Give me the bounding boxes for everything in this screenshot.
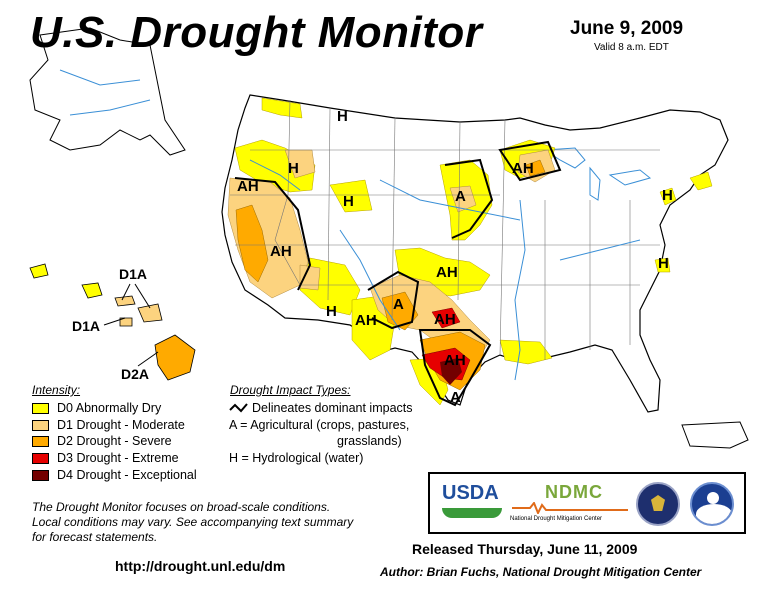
- usda-swoosh: [442, 508, 502, 518]
- swatch-d0: [32, 402, 49, 414]
- impact-label: AH: [444, 352, 466, 369]
- rivers: [249, 159, 641, 381]
- impact-agricultural-cont: grasslands): [337, 434, 402, 448]
- page-title: U.S. Drought Monitor: [30, 8, 483, 57]
- impact-label: A: [455, 188, 466, 205]
- author-credit: Author: Brian Fuchs, National Drought Mi…: [380, 565, 702, 579]
- d4-areas: [440, 358, 462, 385]
- legend-item-d4: D4 Drought - Exceptional: [32, 468, 197, 482]
- impact-delineates: Delineates dominant impacts: [252, 401, 413, 415]
- impact-label: H: [288, 160, 299, 177]
- great-lakes: [543, 147, 652, 201]
- legend-label: D0 Abnormally Dry: [57, 401, 162, 415]
- ndmc-name: National Drought Mitigation Center: [510, 516, 603, 522]
- legend-label: D1 Drought - Moderate: [57, 418, 185, 432]
- noaa-seal-icon: [690, 482, 734, 526]
- swatch-d2: [32, 435, 49, 447]
- impact-agricultural: A = Agricultural (crops, pastures,: [229, 418, 410, 432]
- hawaii-label: D1A: [119, 266, 148, 282]
- state-borders: [230, 99, 660, 360]
- note-line: The Drought Monitor focuses on broad-sca…: [32, 500, 331, 514]
- impact-hydrological: H = Hydrological (water): [229, 451, 364, 465]
- impact-label: H: [326, 303, 337, 320]
- legend-item-d2: D2 Drought - Severe: [32, 434, 172, 448]
- release-date: Released Thursday, June 11, 2009: [412, 541, 638, 557]
- legend-item-d0: D0 Abnormally Dry: [32, 401, 161, 415]
- impact-label: AH: [434, 311, 456, 328]
- usda-logo: USDA: [442, 482, 502, 524]
- ndmc-letters: NDMC: [545, 482, 603, 502]
- legend-label: D3 Drought - Extreme: [57, 451, 179, 465]
- puerto-rico: [681, 421, 749, 449]
- hawaii-label: D1A: [72, 318, 101, 334]
- impact-label: AH: [355, 312, 377, 329]
- impact-label: A: [450, 389, 461, 406]
- note-line: for forecast statements.: [32, 530, 158, 544]
- conus-land: [221, 94, 729, 413]
- legend-item-d1: D1 Drought - Moderate: [32, 418, 185, 432]
- legend-label: D4 Drought - Exceptional: [57, 468, 197, 482]
- note-line: Local conditions may vary. See accompany…: [32, 515, 354, 529]
- ndmc-logo: NDMC National Drought Mitigation Center: [510, 480, 630, 530]
- hawaii-label: D2A: [121, 366, 150, 382]
- impact-label: H: [662, 187, 673, 204]
- website-link[interactable]: http://drought.unl.edu/dm: [115, 558, 286, 574]
- sponsor-logos: USDA NDMC National Drought Mitigation Ce…: [428, 472, 746, 534]
- legend-item-d3: D3 Drought - Extreme: [32, 451, 179, 465]
- alaska: [29, 27, 186, 156]
- impact-label: H: [658, 255, 669, 272]
- impact-label: H: [337, 108, 348, 125]
- impact-line-icon: [229, 403, 248, 413]
- doc-seal-icon: [636, 482, 680, 526]
- impact-label: AH: [436, 264, 458, 281]
- swatch-d1: [32, 419, 49, 431]
- disclaimer-note: The Drought Monitor focuses on broad-sca…: [32, 500, 422, 545]
- swatch-d3: [32, 452, 49, 464]
- impact-label: H: [343, 193, 354, 210]
- impact-label: AH: [512, 160, 534, 177]
- swatch-d4: [32, 469, 49, 481]
- impact-label: AH: [270, 243, 292, 260]
- valid-time: Valid 8 a.m. EDT: [594, 42, 669, 53]
- intensity-heading: Intensity:: [32, 383, 81, 397]
- impact-label: A: [393, 296, 404, 313]
- usda-text: USDA: [442, 482, 499, 504]
- impact-boundaries: [234, 140, 562, 407]
- impact-heading: Drought Impact Types:: [230, 383, 351, 397]
- ndmc-graph-icon: [512, 502, 628, 514]
- impact-label: AH: [237, 178, 259, 195]
- hawaii: [29, 263, 196, 381]
- legend-label: D2 Drought - Severe: [57, 434, 172, 448]
- map-date: June 9, 2009: [570, 18, 684, 39]
